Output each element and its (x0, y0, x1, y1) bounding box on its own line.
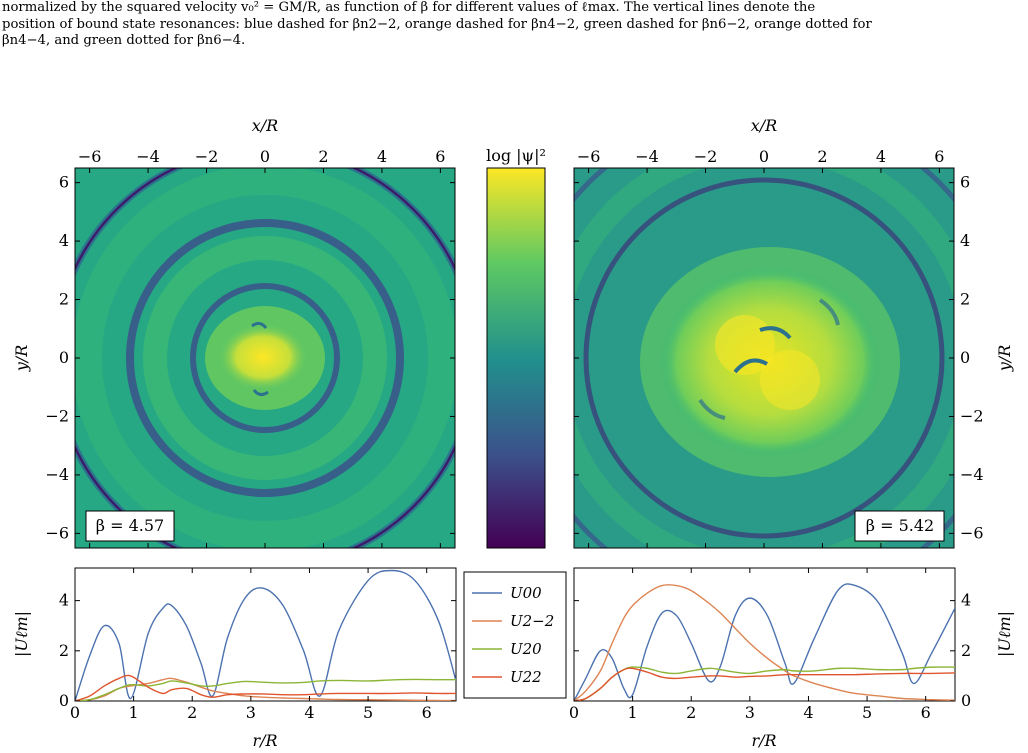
x-tick-label: −2 (694, 147, 718, 166)
y-tick-label: −6 (960, 523, 984, 542)
x-axis-label-right: x/R (751, 116, 777, 135)
line-chart-right: 0 1 2 3 4 5 6 0 2 4 r/R |Uℓm| (569, 567, 1014, 750)
caption-line-3: βn4−4, and green dotted for βn6−4. (2, 33, 246, 48)
y-tick-label: −6 (45, 523, 69, 542)
y-tick-label: 4 (961, 591, 971, 610)
x-tick-label: 2 (817, 147, 827, 166)
y-tick-label: 6 (960, 173, 970, 192)
caption-line-2: position of bound state resonances: blue… (2, 16, 872, 32)
y-tick-label: −2 (960, 406, 984, 425)
x-tick-label: −4 (635, 147, 659, 166)
y-tick-label: 2 (59, 641, 69, 660)
beta-label-left: β = 4.57 (96, 516, 164, 535)
x-tick-label: 5 (862, 703, 872, 722)
y-tick-label: 2 (961, 641, 971, 660)
legend-label: U20 (510, 640, 542, 658)
legend-label: U2−2 (510, 612, 554, 630)
x-tick-label: 2 (686, 703, 696, 722)
y-tick-label: 4 (59, 231, 69, 250)
series-line-u22 (574, 667, 955, 701)
heatmap-left: β = 4.57 (74, 167, 456, 549)
chart-left-xlabel: r/R (252, 731, 277, 750)
legend-label: U22 (510, 668, 542, 686)
x-tick-label: 6 (435, 147, 445, 166)
series-line-u22 (75, 674, 456, 701)
x-tick-label: 4 (304, 703, 314, 722)
series-line-u00 (574, 583, 955, 701)
x-tick-label: 6 (934, 147, 944, 166)
y-tick-label: −2 (45, 406, 69, 425)
figure-caption: normalized by the squared velocity v₀² =… (2, 0, 1024, 50)
x-tick-label: 3 (246, 703, 256, 722)
x-tick-label: 3 (745, 703, 755, 722)
colorbar: log |ψ|² (486, 146, 546, 549)
series-line-u22 (75, 677, 456, 701)
y-tick-label: 0 (960, 348, 970, 367)
x-tick-label: 5 (363, 703, 373, 722)
x-tick-label: −2 (195, 147, 219, 166)
y-tick-label: 6 (59, 173, 69, 192)
x-tick-label: 0 (759, 147, 769, 166)
x-tick-label: 2 (187, 703, 197, 722)
x-tick-label: 4 (803, 703, 813, 722)
y-tick-label: 4 (59, 591, 69, 610)
x-tick-label: 0 (569, 703, 579, 722)
y-tick-label: 4 (960, 231, 970, 250)
chart-right-ylabel: |Uℓm| (995, 611, 1014, 657)
legend-label: U00 (510, 584, 542, 602)
y-axis-label-right: y/R (995, 345, 1014, 372)
caption-line-1: normalized by the squared velocity v₀² =… (2, 0, 816, 15)
chart-left-ylabel: |Uℓm| (12, 611, 31, 657)
x-tick-label: −4 (136, 147, 160, 166)
series-line-u20 (75, 678, 456, 701)
line-chart-left: 0 1 2 3 4 5 6 0 2 4 r/R |Uℓm| (12, 567, 457, 750)
x-tick-label: 2 (318, 147, 328, 166)
y-axis-label-left: y/R (12, 345, 31, 372)
x-tick-label: 1 (628, 703, 638, 722)
beta-box-right: β = 5.42 (854, 510, 945, 542)
x-axis-label-left: x/R (252, 116, 278, 135)
chart-right-xlabel: r/R (751, 731, 776, 750)
y-tick-label: 0 (961, 691, 971, 710)
x-tick-label: 6 (422, 703, 432, 722)
x-tick-label: 0 (70, 703, 80, 722)
x-tick-label: 4 (377, 147, 387, 166)
heatmap-right: β = 5.42 (573, 167, 955, 549)
series-line-u22 (574, 584, 955, 701)
y-tick-label: 2 (960, 290, 970, 309)
y-tick-label: 0 (59, 348, 69, 367)
beta-label-right: β = 5.42 (866, 516, 934, 535)
x-tick-label: −6 (78, 147, 102, 166)
y-tick-label: −4 (960, 465, 984, 484)
y-tick-label: 0 (59, 691, 69, 710)
beta-box-left: β = 4.57 (85, 510, 175, 542)
chart-legend: U00 U2−2 U20 U22 (463, 571, 567, 699)
x-tick-label: 1 (129, 703, 139, 722)
x-tick-label: 4 (876, 147, 886, 166)
colorbar-label: log |ψ|² (486, 146, 546, 165)
y-tick-label: −4 (45, 465, 69, 484)
y-tick-label: 2 (59, 290, 69, 309)
series-line-u00 (75, 569, 456, 701)
x-tick-label: 0 (260, 147, 270, 166)
x-tick-label: −6 (577, 147, 601, 166)
x-tick-label: 6 (921, 703, 931, 722)
